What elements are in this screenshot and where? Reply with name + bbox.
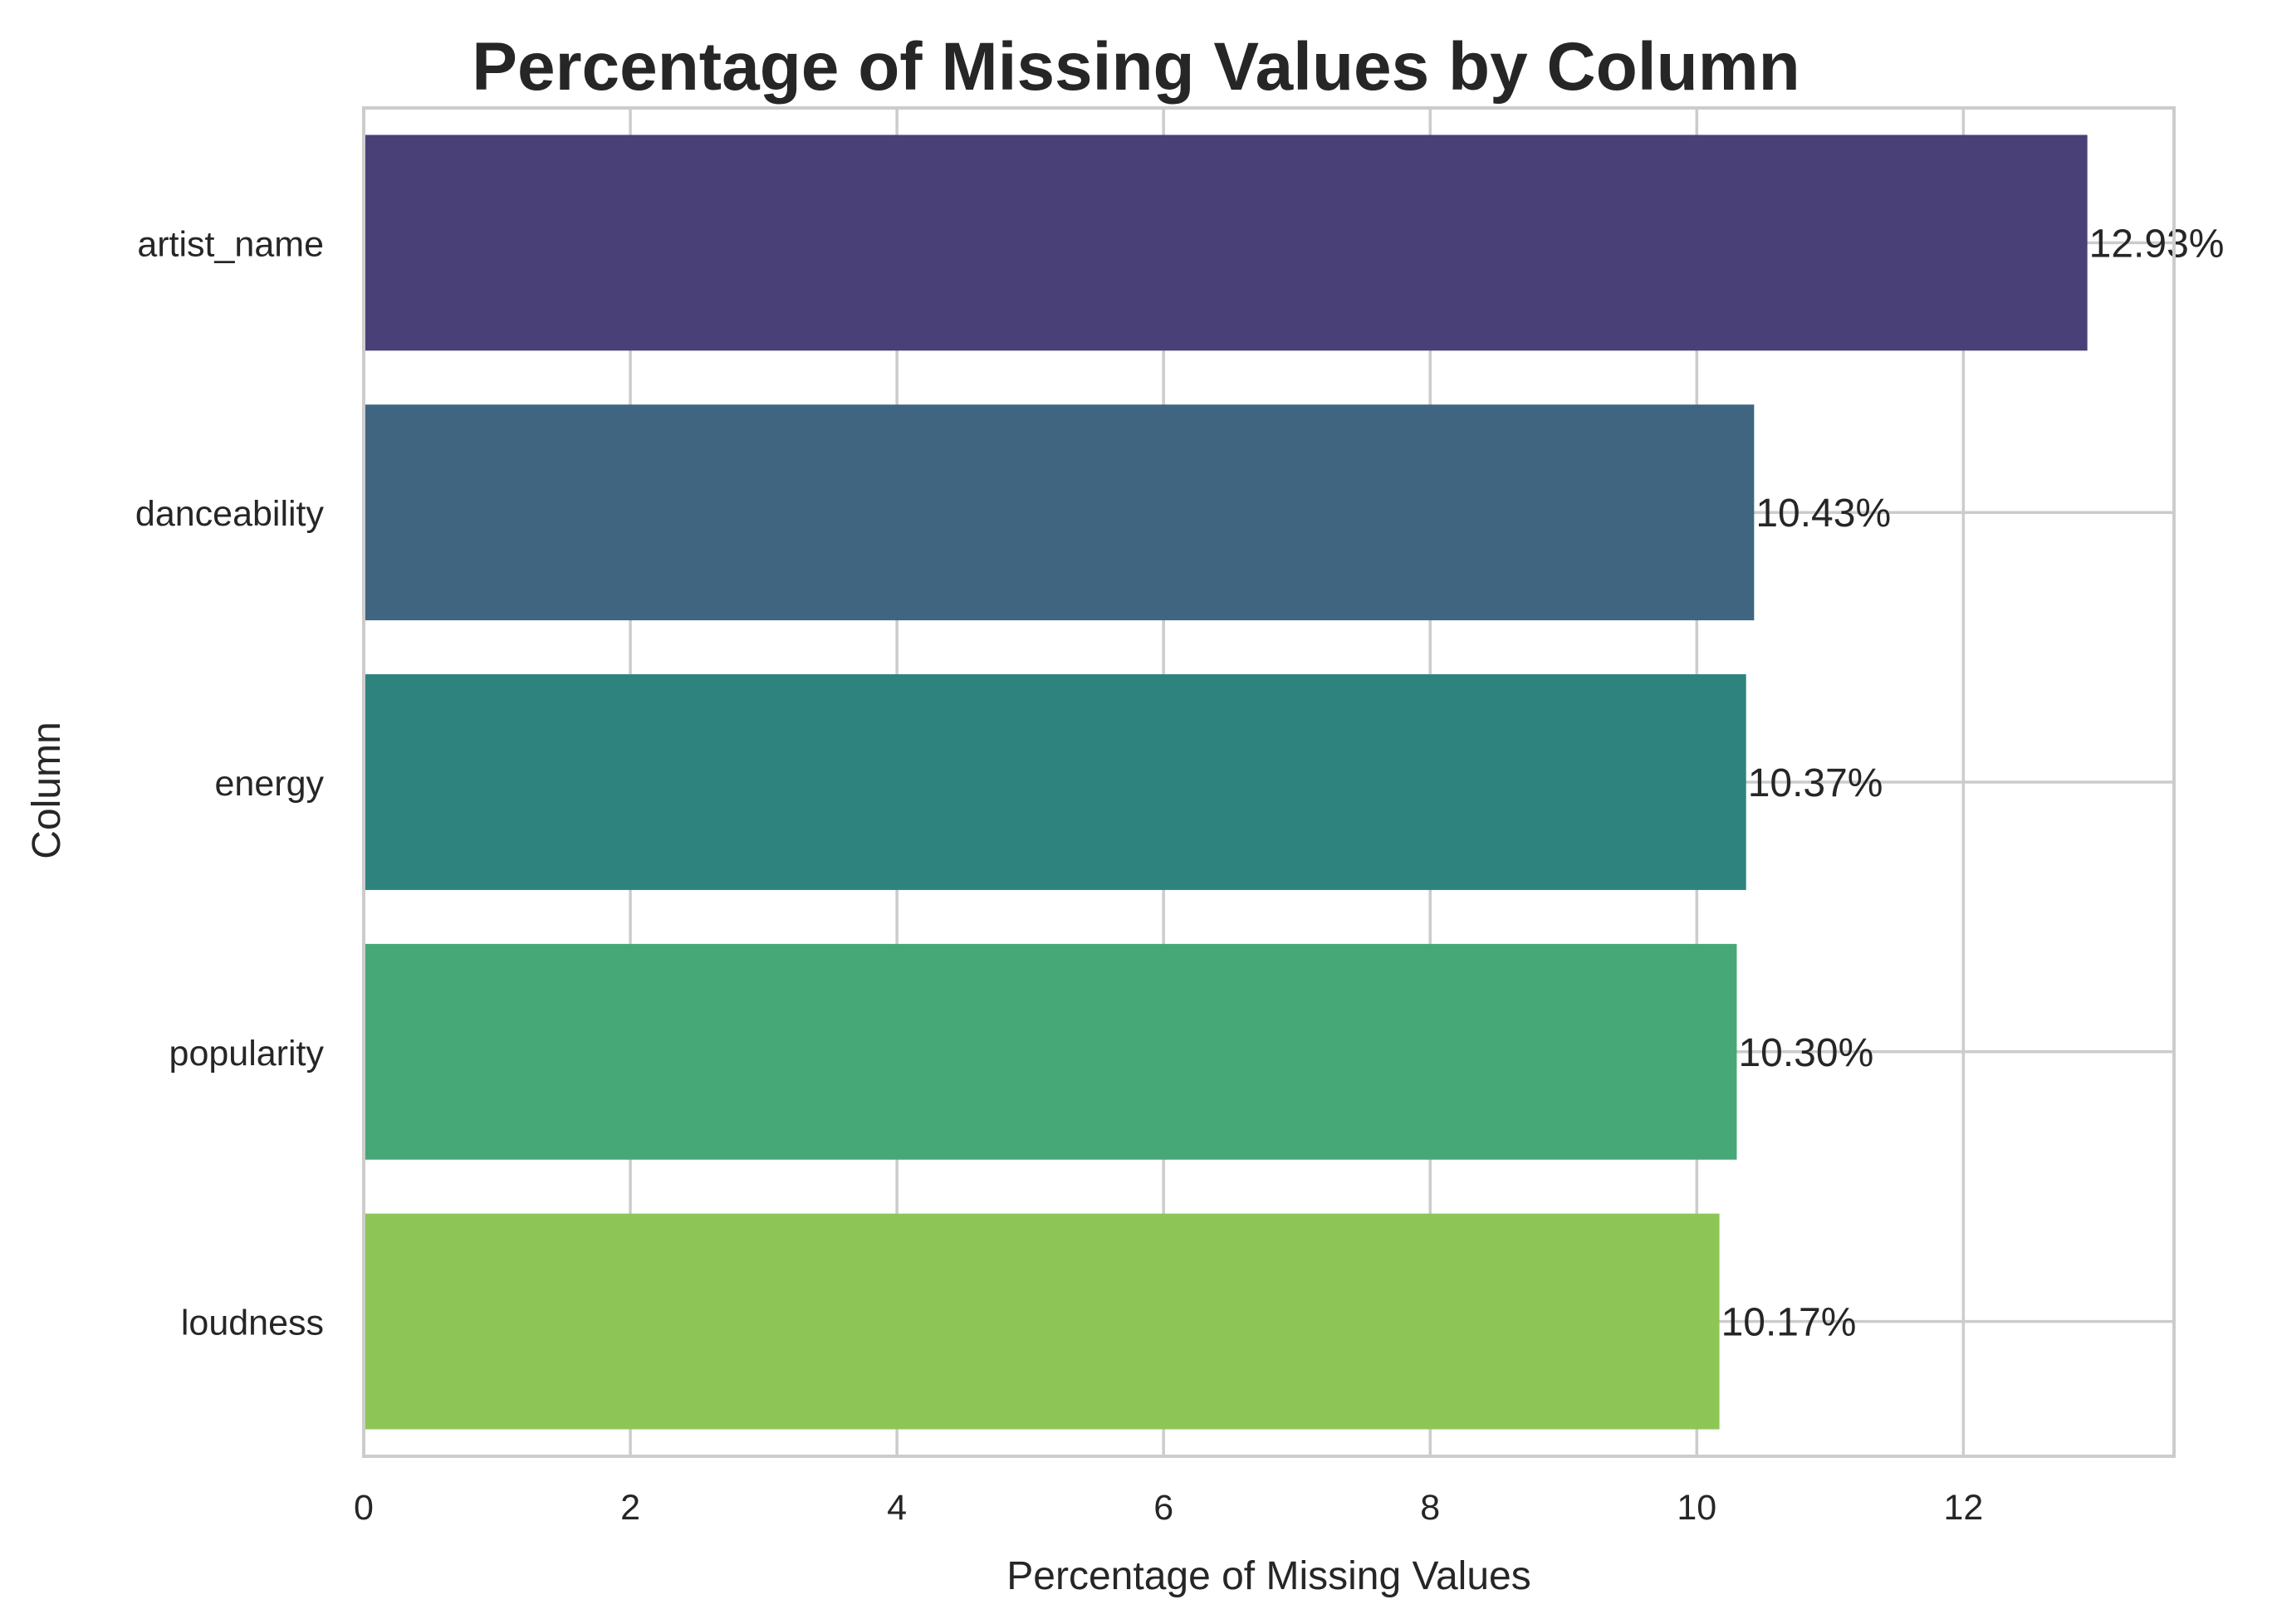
bar-energy (364, 674, 1746, 890)
bar-danceability (364, 404, 1755, 621)
x-tick-label: 10 (1677, 1488, 1716, 1528)
data-label: 12.93% (2089, 222, 2225, 266)
data-label: 10.17% (1721, 1301, 1857, 1345)
x-tick-label: 12 (1943, 1488, 1983, 1528)
data-label: 10.43% (1755, 492, 1891, 536)
x-tick-label: 2 (620, 1488, 640, 1528)
y-tick-label: danceability (135, 494, 325, 534)
x-tick-label: 6 (1153, 1488, 1173, 1528)
x-tick-label: 4 (887, 1488, 907, 1528)
data-labels: 12.93% 10.43% 10.37% 10.30% 10.17% (1721, 222, 2225, 1344)
chart-title: Percentage of Missing Values by Column (472, 29, 1799, 105)
x-tick-label: 8 (1420, 1488, 1440, 1528)
x-tick-labels: 0 2 4 6 8 10 12 (354, 1488, 1983, 1528)
x-tick-label: 0 (354, 1488, 374, 1528)
y-tick-label: energy (215, 764, 325, 804)
y-tick-labels: artist_name danceability energy popularity l… (135, 224, 325, 1343)
plot-frame (362, 106, 2176, 1458)
bar-popularity (364, 943, 1737, 1160)
bar-artist-name (364, 135, 2088, 351)
y-tick-label: popularity (169, 1034, 325, 1074)
bars (364, 135, 2088, 1430)
bar-loudness (364, 1213, 1720, 1430)
y-axis-label: Column (25, 722, 69, 858)
data-label: 10.30% (1738, 1031, 1873, 1075)
x-axis-label: Percentage of Missing Values (1006, 1554, 1530, 1598)
data-label: 10.37% (1748, 761, 1883, 805)
y-tick-label: artist_name (137, 224, 324, 264)
y-tick-label: loudness (181, 1304, 324, 1343)
